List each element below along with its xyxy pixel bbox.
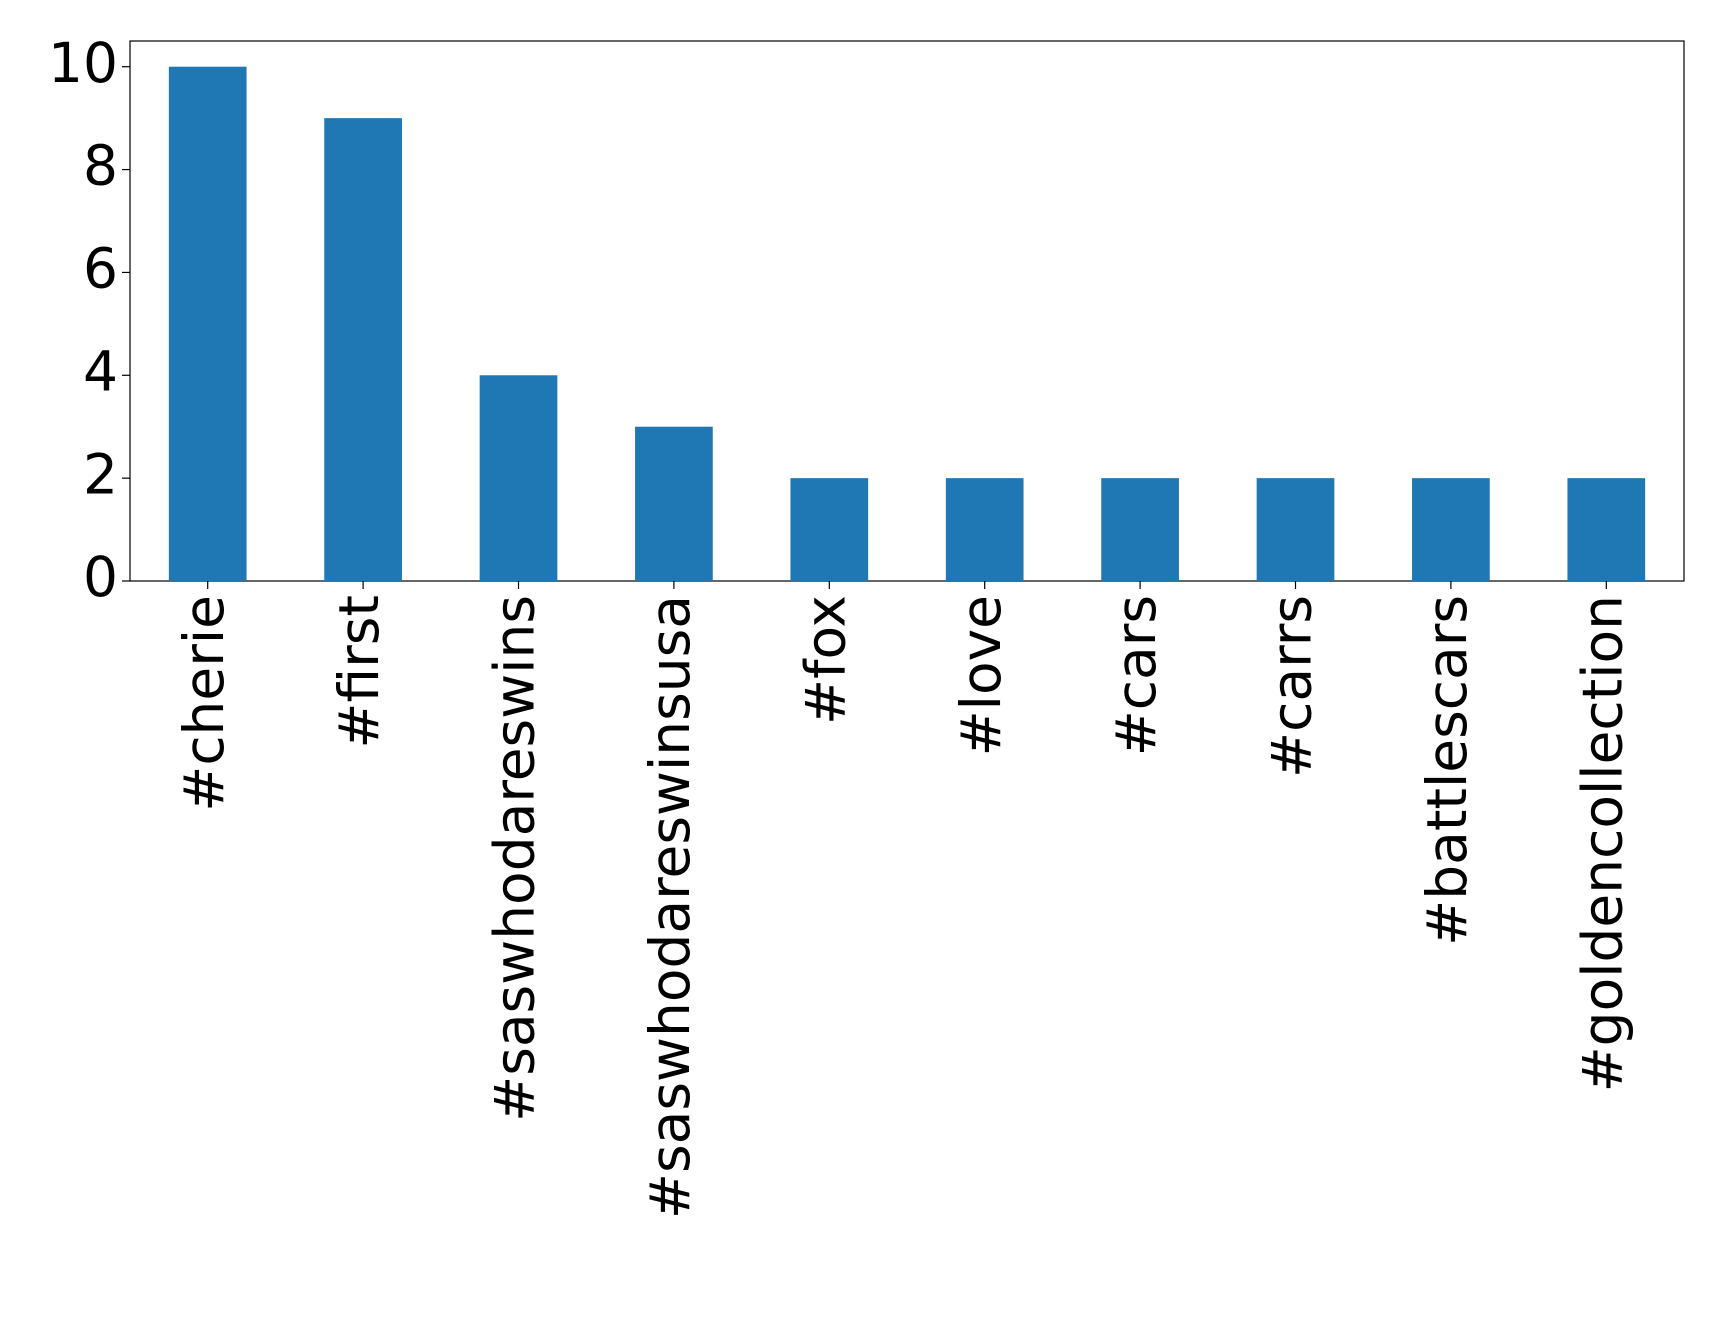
x-tick-label: #carrs xyxy=(1260,595,1324,778)
bar xyxy=(1412,478,1490,581)
bar xyxy=(1101,478,1179,581)
bar xyxy=(168,66,247,581)
bar xyxy=(479,375,558,581)
y-tick-label: 4 xyxy=(83,339,118,403)
x-tick-label: #cherie xyxy=(172,595,236,812)
bar xyxy=(1567,478,1646,581)
bar xyxy=(635,426,713,581)
x-tick-label: #first xyxy=(327,595,391,749)
x-tick-label: #saswhodareswinsusa xyxy=(638,595,702,1219)
x-tick-label: #goldencollection xyxy=(1570,595,1634,1092)
bar xyxy=(945,478,1024,581)
y-tick-label: 8 xyxy=(83,134,118,198)
x-tick-label: #battlescars xyxy=(1415,595,1479,946)
y-tick-label: 10 xyxy=(48,31,118,95)
plot-frame xyxy=(129,40,1685,582)
x-tick-label: #cars xyxy=(1104,595,1168,756)
bar xyxy=(790,478,869,581)
x-tick-label: #love xyxy=(949,595,1013,756)
y-tick-label: 6 xyxy=(83,237,118,301)
x-tick-label: #saswhodareswins xyxy=(483,595,547,1122)
x-tick-label: #fox xyxy=(793,595,857,725)
bar xyxy=(1256,478,1335,581)
y-tick-label: 0 xyxy=(83,545,118,609)
bar xyxy=(324,118,402,582)
y-tick-label: 2 xyxy=(83,442,118,506)
